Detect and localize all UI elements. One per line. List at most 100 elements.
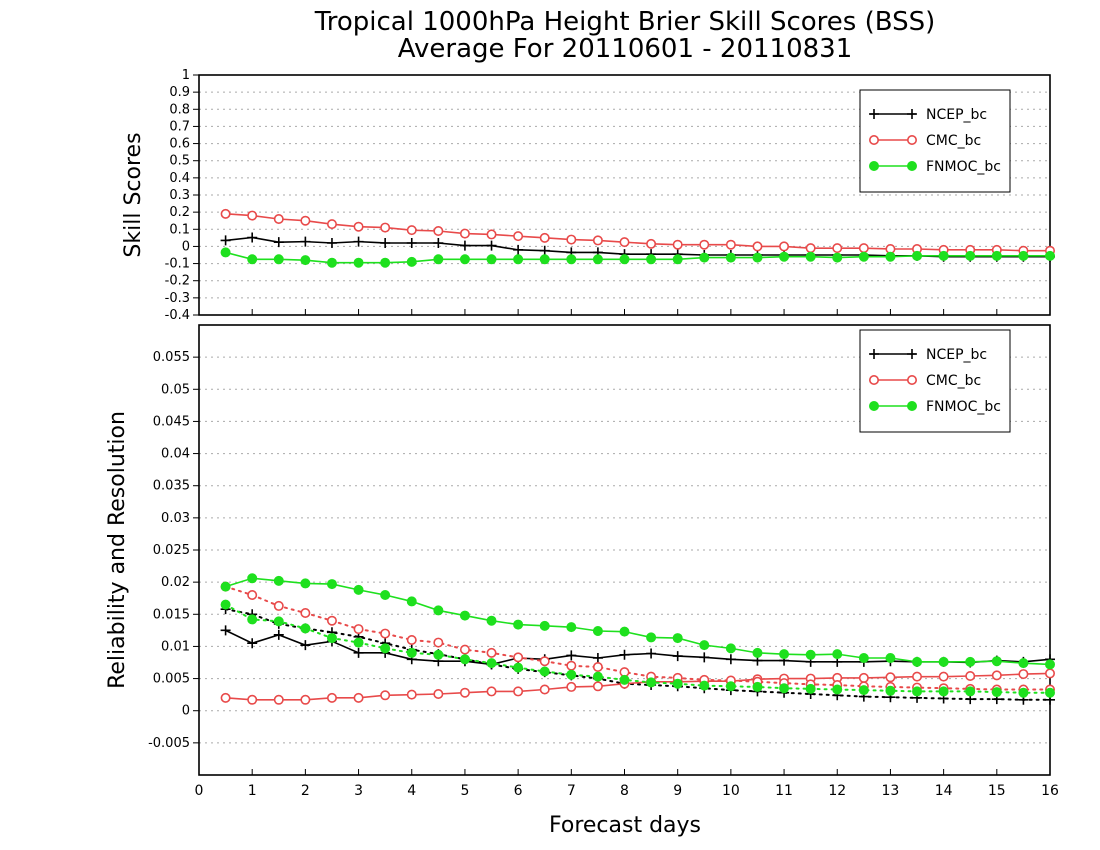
data-point <box>247 589 258 600</box>
x-tick-label: 8 <box>620 783 629 799</box>
data-point <box>247 573 258 584</box>
chart-title-line2: Average For 20110601 - 20110831 <box>398 34 853 64</box>
bottom-y-tick-label: 0.05 <box>161 382 190 397</box>
legend-box <box>859 329 1011 433</box>
data-point <box>592 254 603 265</box>
data-point <box>619 649 630 660</box>
top-y-tick-label: 0.4 <box>169 171 190 186</box>
data-point <box>646 632 657 643</box>
data-point <box>858 653 869 663</box>
data-point <box>699 652 710 663</box>
data-point <box>326 633 337 644</box>
data-point <box>380 628 391 639</box>
bottom-y-tick-label: 0.03 <box>161 511 190 526</box>
data-point <box>752 681 763 692</box>
bottom-y-tick-label: 0.035 <box>153 479 190 494</box>
data-point <box>406 256 417 267</box>
data-point <box>1045 659 1055 670</box>
data-point <box>326 692 337 703</box>
top-y-tick-label: 0 <box>182 239 190 254</box>
data-point <box>885 653 896 663</box>
data-point <box>273 616 284 627</box>
bottom-y-axis-label: Reliability and Resolution <box>105 411 130 689</box>
data-point <box>247 232 258 243</box>
data-point <box>566 254 577 265</box>
data-point <box>912 656 923 667</box>
top-y-tick-label: -0.4 <box>165 308 190 323</box>
data-point <box>433 649 444 660</box>
data-point <box>220 247 231 258</box>
data-point <box>779 241 790 252</box>
data-point <box>725 654 736 665</box>
data-point <box>459 644 470 655</box>
data-point <box>433 688 444 699</box>
data-point <box>912 686 923 697</box>
data-point <box>885 251 896 262</box>
data-point <box>380 690 391 701</box>
data-point <box>380 257 391 268</box>
data-point <box>220 599 231 610</box>
top-series-CMC_bc <box>220 208 1056 256</box>
data-point <box>406 596 417 607</box>
data-point <box>805 683 816 694</box>
data-point <box>672 254 683 265</box>
data-point <box>1045 250 1055 261</box>
x-tick-label: 12 <box>828 783 846 799</box>
top-y-tick-label: 0.7 <box>169 119 190 134</box>
bottom-y-tick-label: 0.02 <box>161 575 190 590</box>
legend-marker <box>907 109 917 119</box>
data-point <box>300 215 311 226</box>
bottom-series-CMC_bc-resolution <box>220 668 1056 705</box>
data-point <box>619 674 630 685</box>
data-point <box>938 671 949 682</box>
x-tick-label: 6 <box>514 783 523 799</box>
data-point <box>539 254 550 265</box>
data-point <box>752 647 763 658</box>
data-point <box>672 239 683 250</box>
data-point <box>459 610 470 621</box>
data-point <box>938 656 949 667</box>
bottom-y-tick-label: 0.025 <box>153 543 190 558</box>
data-point <box>433 637 444 648</box>
top-y-tick-label: 0.2 <box>169 205 190 220</box>
legend-label: NCEP_bc <box>926 347 987 363</box>
data-point <box>832 252 843 263</box>
x-tick-label: 5 <box>460 783 469 799</box>
data-point <box>699 680 710 691</box>
series-line <box>225 213 1050 252</box>
data-point <box>273 254 284 265</box>
data-point <box>991 250 1002 261</box>
data-point <box>273 694 284 705</box>
data-point <box>459 654 470 665</box>
data-point <box>326 579 337 590</box>
x-tick-label: 13 <box>882 783 900 799</box>
data-point <box>619 626 630 637</box>
data-point <box>991 670 1002 681</box>
data-point <box>539 232 550 243</box>
data-point <box>885 672 896 683</box>
data-point <box>247 614 258 625</box>
top-y-axis-label: Skill Scores <box>121 132 146 257</box>
data-point <box>273 629 284 640</box>
skill-scores-panel: -0.4 -0.3 -0.2 -0.1 0 0.1 0.2 0.3 0.4 0.5 0.6 0.7 0.… <box>165 68 1056 323</box>
data-point <box>646 677 657 688</box>
data-point <box>353 584 364 595</box>
data-point <box>725 252 736 263</box>
data-point <box>247 694 258 705</box>
bottom-series-NCEP_bc-resolution <box>220 625 1055 670</box>
data-point <box>326 257 337 268</box>
top-y-tick-label: 0.3 <box>169 188 190 203</box>
data-point <box>805 649 816 660</box>
legend-marker <box>869 349 879 359</box>
data-point <box>646 648 657 659</box>
data-point <box>433 254 444 265</box>
data-point <box>513 662 524 673</box>
data-point <box>752 252 763 263</box>
series-line <box>224 603 1051 694</box>
data-point <box>353 637 364 648</box>
data-point <box>486 658 497 669</box>
bottom-y-tick-label: -0.005 <box>148 736 190 751</box>
data-point <box>247 210 258 221</box>
legend-marker <box>869 161 879 171</box>
data-point <box>619 237 630 248</box>
